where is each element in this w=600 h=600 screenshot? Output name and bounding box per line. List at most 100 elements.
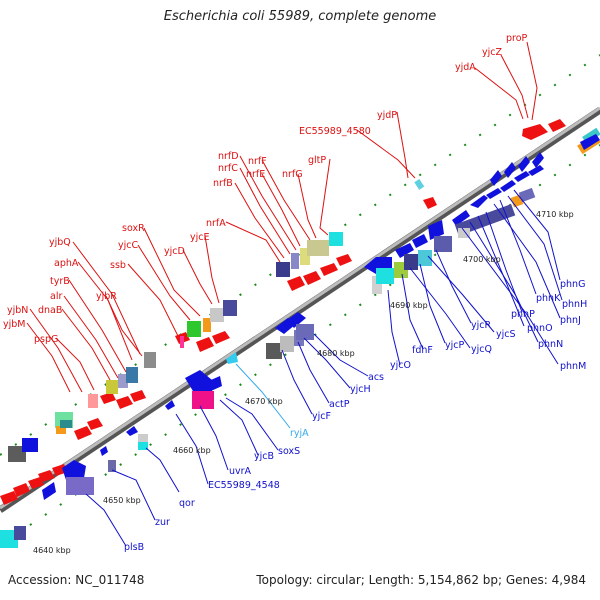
gene-label-phnh[interactable]: phnH	[562, 299, 587, 310]
gene-label-phng[interactable]: phnG	[560, 279, 585, 290]
gene-label-pspg[interactable]: pspG	[34, 334, 58, 345]
gene-label-yjcr[interactable]: yjcR	[471, 320, 491, 331]
gene-label-phnm[interactable]: phnM	[560, 361, 586, 372]
gene-arrow	[470, 195, 488, 208]
gene-label-ec55989-4548[interactable]: EC55989_4548	[208, 480, 280, 491]
gene-label-yjce[interactable]: yjcE	[190, 232, 210, 243]
gene-label-yjbr[interactable]: yjbR	[96, 291, 117, 302]
gene-label-nrfe[interactable]: nrfE	[246, 169, 265, 180]
domain-box	[458, 228, 470, 238]
gene-label-yjcz[interactable]: yjcZ	[482, 47, 502, 58]
gene-label-yjcd[interactable]: yjcD	[164, 246, 185, 257]
domain-box	[144, 352, 156, 368]
gene-label-yjcq[interactable]: yjcQ	[471, 344, 492, 355]
gene-label-yjco[interactable]: yjcO	[390, 360, 411, 371]
plus-labels: proP yjcZ yjdA yjdP EC55989_4580 gltP nr…	[3, 33, 528, 345]
gene-label-yjch[interactable]: yjcH	[350, 384, 371, 395]
gene-arrow	[126, 426, 138, 436]
gene-arrow	[303, 271, 321, 285]
kbp-4650: 4650 kbp	[103, 496, 141, 505]
domain-box	[8, 446, 26, 462]
domain-box	[404, 254, 418, 270]
domain-box	[376, 268, 394, 284]
gene-label-yjbq[interactable]: yjbQ	[49, 237, 71, 248]
gene-label-soxr[interactable]: soxR	[122, 223, 145, 234]
domain-box	[296, 324, 314, 340]
gene-label-phnn[interactable]: phnN	[538, 339, 563, 350]
domain-box	[138, 434, 148, 442]
gene-label-nrfd[interactable]: nrfD	[218, 151, 239, 162]
gene-arrow	[423, 197, 437, 209]
gene-label-actp[interactable]: actP	[329, 399, 350, 410]
domain-box	[434, 236, 452, 252]
gene-arrow	[74, 426, 92, 440]
domain-box	[291, 253, 299, 269]
gene-label-yjbn[interactable]: yjbN	[7, 305, 28, 316]
domain-box	[108, 460, 116, 472]
rna-labels: ryjA	[290, 428, 309, 439]
gene-arrow	[522, 124, 548, 140]
gene-arrow	[100, 446, 108, 456]
gene-arrow	[87, 418, 103, 430]
gene-label-zur[interactable]: zur	[155, 517, 170, 528]
kbp-4660: 4660 kbp	[173, 446, 211, 455]
domain-box	[66, 477, 94, 495]
gene-arrow	[196, 337, 214, 352]
kbp-4670: 4670 kbp	[245, 397, 283, 406]
plus-strand-genes	[0, 119, 566, 505]
gene-arrow	[504, 162, 516, 178]
gene-label-prop[interactable]: proP	[506, 33, 528, 44]
gene-label-nrfa[interactable]: nrfA	[206, 218, 226, 229]
gene-label-gltp[interactable]: gltP	[308, 155, 326, 166]
gene-label-yjcb[interactable]: yjcB	[254, 451, 274, 462]
gene-label-phno[interactable]: phnO	[527, 323, 553, 334]
gene-label-nrfb[interactable]: nrfB	[213, 178, 233, 189]
gene-label-acs[interactable]: acs	[368, 372, 384, 383]
gene-label-yjcc[interactable]: yjcC	[118, 240, 138, 251]
gene-arrow	[580, 134, 600, 150]
gene-label-alr[interactable]: alr	[50, 291, 62, 302]
gene-arrow	[452, 210, 470, 226]
gene-label-qor[interactable]: qor	[179, 498, 195, 509]
gene-label-nrff[interactable]: nrfF	[248, 156, 267, 167]
gene-label-ec55989-4580[interactable]: EC55989_4580	[299, 126, 371, 137]
domain-box	[138, 440, 148, 450]
rna-label-leaders	[235, 363, 291, 429]
domain-box	[187, 321, 201, 337]
gene-label-yjdp[interactable]: yjdP	[377, 110, 397, 121]
genome-summary-text: Topology: circular; Length: 5,154,862 bp…	[256, 573, 586, 587]
gene-label-ryja[interactable]: ryjA	[290, 428, 309, 439]
domain-box	[180, 336, 184, 348]
gene-arrow	[38, 470, 55, 482]
gene-label-fdhf[interactable]: fdhF	[412, 345, 433, 356]
domain-box	[60, 420, 72, 428]
domain-box	[203, 318, 211, 332]
gene-label-tyrb[interactable]: tyrB	[50, 276, 70, 287]
accession-text: Accession: NC_011748	[8, 573, 145, 587]
gene-label-ssb[interactable]: ssb	[110, 260, 126, 271]
gene-label-yjcf[interactable]: yjcF	[312, 411, 331, 422]
gene-arrow	[0, 491, 18, 505]
gene-label-uvra[interactable]: uvrA	[229, 466, 252, 477]
domain-box	[0, 530, 18, 548]
gene-label-yjbm[interactable]: yjbM	[3, 319, 26, 330]
gene-label-phnj[interactable]: phnJ	[560, 315, 581, 326]
gene-label-yjda[interactable]: yjdA	[455, 62, 476, 73]
domain-box	[307, 240, 329, 256]
gene-label-yjcs[interactable]: yjcS	[496, 329, 516, 340]
domain-box	[22, 438, 38, 452]
gene-label-soxs[interactable]: soxS	[278, 446, 300, 457]
gene-label-dnab[interactable]: dnaB	[38, 305, 62, 316]
gene-label-yjcp[interactable]: yjcP	[445, 340, 464, 351]
gene-label-nrfg[interactable]: nrfG	[282, 169, 303, 180]
domain-box	[418, 250, 432, 266]
gene-label-plsb[interactable]: plsB	[124, 542, 144, 553]
gene-label-phnk[interactable]: phnK	[536, 293, 561, 304]
domain-box	[329, 232, 343, 246]
domain-box	[210, 308, 224, 322]
gene-label-phnp[interactable]: phnP	[511, 309, 535, 320]
gene-label-nrfc[interactable]: nrfC	[218, 163, 238, 174]
domain-box	[266, 343, 282, 359]
gene-label-apha[interactable]: aphA	[54, 258, 79, 269]
gene-arrow	[62, 460, 86, 480]
